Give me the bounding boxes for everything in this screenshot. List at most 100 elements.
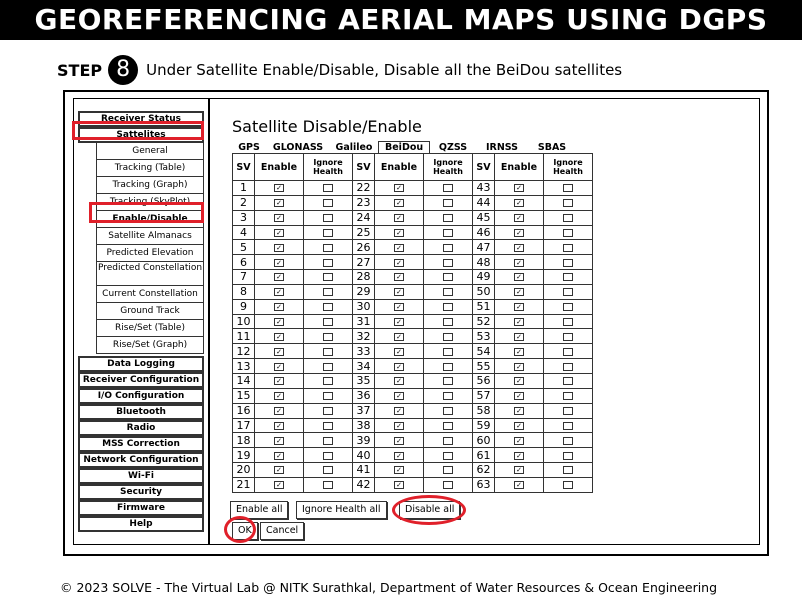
tab-beidou[interactable]: BeiDou — [378, 141, 430, 153]
enable-checkbox[interactable]: ✓ — [394, 303, 404, 312]
sidebar-subitem[interactable]: Rise/Set (Table) — [96, 320, 204, 337]
ignore-health-checkbox[interactable] — [443, 184, 453, 193]
sidebar-item[interactable]: Network Configuration — [78, 452, 204, 468]
enable-checkbox[interactable]: ✓ — [394, 466, 404, 475]
enable-checkbox[interactable]: ✓ — [514, 466, 524, 475]
ignore-health-checkbox[interactable] — [563, 421, 573, 430]
enable-checkbox[interactable]: ✓ — [274, 184, 284, 193]
sidebar-item[interactable]: Receiver Status — [78, 111, 204, 127]
ignore-health-checkbox[interactable] — [563, 199, 573, 208]
enable-checkbox[interactable]: ✓ — [394, 481, 404, 490]
enable-checkbox[interactable]: ✓ — [514, 228, 524, 237]
ignore-health-checkbox[interactable] — [443, 392, 453, 401]
enable-checkbox[interactable]: ✓ — [514, 481, 524, 490]
enable-checkbox[interactable]: ✓ — [514, 332, 524, 341]
ignore-health-checkbox[interactable] — [563, 347, 573, 356]
enable-checkbox[interactable]: ✓ — [394, 377, 404, 386]
ignore-health-checkbox[interactable] — [323, 466, 333, 475]
ignore-health-checkbox[interactable] — [443, 273, 453, 282]
enable-checkbox[interactable]: ✓ — [274, 392, 284, 401]
enable-checkbox[interactable]: ✓ — [274, 362, 284, 371]
ignore-health-checkbox[interactable] — [563, 258, 573, 267]
sidebar-item[interactable]: MSS Correction — [78, 436, 204, 452]
ignore-health-checkbox[interactable] — [443, 288, 453, 297]
sidebar-subitem[interactable]: Predicted Constellation — [96, 262, 204, 286]
enable-checkbox[interactable]: ✓ — [274, 332, 284, 341]
sidebar-subitem[interactable]: General — [96, 143, 204, 160]
ignore-health-checkbox[interactable] — [443, 481, 453, 490]
enable-checkbox[interactable]: ✓ — [274, 243, 284, 252]
ignore-health-checkbox[interactable] — [323, 481, 333, 490]
enable-checkbox[interactable]: ✓ — [394, 392, 404, 401]
enable-checkbox[interactable]: ✓ — [514, 303, 524, 312]
enable-checkbox[interactable]: ✓ — [514, 407, 524, 416]
ignore-health-checkbox[interactable] — [323, 451, 333, 460]
enable-checkbox[interactable]: ✓ — [394, 199, 404, 208]
ignore-health-checkbox[interactable] — [443, 214, 453, 223]
ignore-health-checkbox[interactable] — [323, 362, 333, 371]
ignore-health-checkbox[interactable] — [323, 318, 333, 327]
ignore-health-checkbox[interactable] — [323, 243, 333, 252]
enable-checkbox[interactable]: ✓ — [274, 214, 284, 223]
sidebar-item[interactable]: Data Logging — [78, 356, 204, 372]
ignore-health-checkbox[interactable] — [443, 421, 453, 430]
ignore-health-checkbox[interactable] — [323, 436, 333, 445]
ignore-health-checkbox[interactable] — [563, 184, 573, 193]
ignore-health-checkbox[interactable] — [443, 303, 453, 312]
ignore-health-checkbox[interactable] — [443, 258, 453, 267]
enable-checkbox[interactable]: ✓ — [394, 243, 404, 252]
enable-checkbox[interactable]: ✓ — [394, 214, 404, 223]
enable-checkbox[interactable]: ✓ — [394, 347, 404, 356]
enable-checkbox[interactable]: ✓ — [274, 273, 284, 282]
sidebar-item[interactable]: Radio — [78, 420, 204, 436]
ignore-health-checkbox[interactable] — [443, 451, 453, 460]
sidebar-item[interactable]: Firmware — [78, 500, 204, 516]
ignore-health-checkbox[interactable] — [563, 392, 573, 401]
sidebar-subitem[interactable]: Tracking (Table) — [96, 160, 204, 177]
ignore-health-checkbox[interactable] — [323, 288, 333, 297]
enable-checkbox[interactable]: ✓ — [514, 214, 524, 223]
enable-checkbox[interactable]: ✓ — [514, 258, 524, 267]
ignore-health-checkbox[interactable] — [443, 318, 453, 327]
sidebar-item[interactable]: Bluetooth — [78, 404, 204, 420]
ignore-health-checkbox[interactable] — [443, 436, 453, 445]
enable-checkbox[interactable]: ✓ — [394, 407, 404, 416]
enable-checkbox[interactable]: ✓ — [274, 451, 284, 460]
sidebar-item[interactable]: Security — [78, 484, 204, 500]
ignore-health-checkbox[interactable] — [563, 332, 573, 341]
enable-all-button[interactable]: Enable all — [230, 501, 289, 519]
sidebar-item[interactable]: Wi-Fi — [78, 468, 204, 484]
enable-checkbox[interactable]: ✓ — [274, 199, 284, 208]
ignore-health-checkbox[interactable] — [563, 436, 573, 445]
ignore-health-checkbox[interactable] — [563, 288, 573, 297]
ignore-health-all-button[interactable]: Ignore Health all — [296, 501, 387, 519]
enable-checkbox[interactable]: ✓ — [394, 436, 404, 445]
enable-checkbox[interactable]: ✓ — [274, 303, 284, 312]
enable-checkbox[interactable]: ✓ — [394, 228, 404, 237]
tab-gps[interactable]: GPS — [238, 142, 260, 153]
ignore-health-checkbox[interactable] — [563, 451, 573, 460]
enable-checkbox[interactable]: ✓ — [514, 318, 524, 327]
ignore-health-checkbox[interactable] — [443, 243, 453, 252]
ignore-health-checkbox[interactable] — [563, 377, 573, 386]
ignore-health-checkbox[interactable] — [563, 362, 573, 371]
cancel-button[interactable]: Cancel — [260, 522, 305, 540]
ignore-health-checkbox[interactable] — [443, 332, 453, 341]
ignore-health-checkbox[interactable] — [323, 273, 333, 282]
ignore-health-checkbox[interactable] — [563, 228, 573, 237]
ignore-health-checkbox[interactable] — [323, 332, 333, 341]
ignore-health-checkbox[interactable] — [443, 347, 453, 356]
ignore-health-checkbox[interactable] — [323, 392, 333, 401]
enable-checkbox[interactable]: ✓ — [514, 243, 524, 252]
ignore-health-checkbox[interactable] — [563, 407, 573, 416]
enable-checkbox[interactable]: ✓ — [274, 436, 284, 445]
ignore-health-checkbox[interactable] — [443, 228, 453, 237]
enable-checkbox[interactable]: ✓ — [394, 332, 404, 341]
ignore-health-checkbox[interactable] — [563, 481, 573, 490]
enable-checkbox[interactable]: ✓ — [274, 407, 284, 416]
enable-checkbox[interactable]: ✓ — [274, 481, 284, 490]
enable-checkbox[interactable]: ✓ — [274, 421, 284, 430]
ignore-health-checkbox[interactable] — [443, 377, 453, 386]
ignore-health-checkbox[interactable] — [563, 214, 573, 223]
ignore-health-checkbox[interactable] — [443, 407, 453, 416]
